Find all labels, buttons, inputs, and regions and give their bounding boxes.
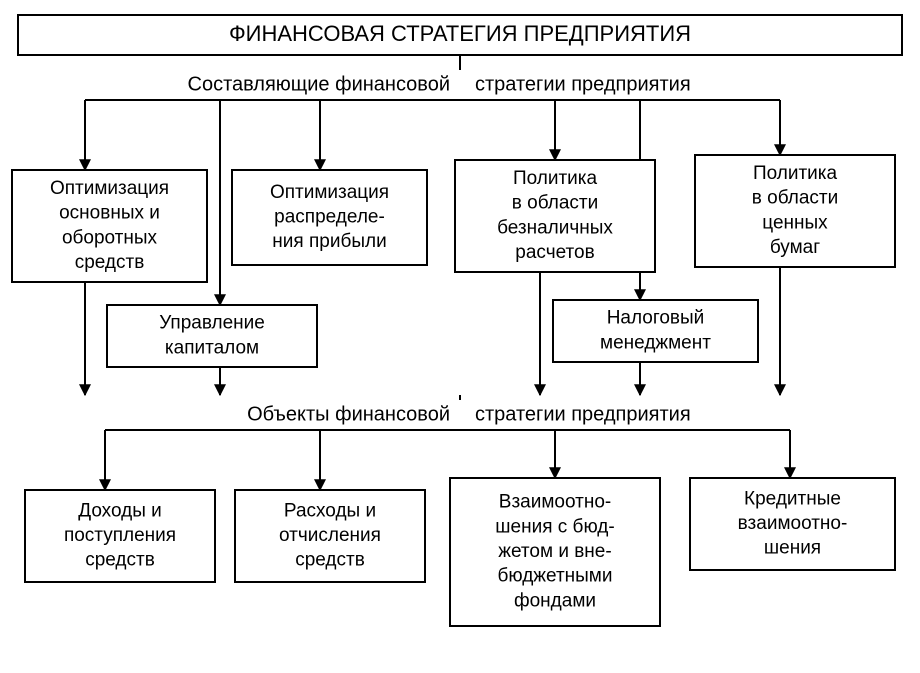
svg-text:ФИНАНСОВАЯ СТРАТЕГИЯ ПРЕДПРИЯТ: ФИНАНСОВАЯ СТРАТЕГИЯ ПРЕДПРИЯТИЯ xyxy=(229,21,691,46)
label-components_right: стратегии предприятия xyxy=(475,73,691,95)
node-obj4: Кредитныевзаимоотно-шения xyxy=(690,478,895,570)
node-comp4: Политикав областиценныхбумаг xyxy=(695,155,895,267)
node-comp5: Управлениекапиталом xyxy=(107,305,317,367)
svg-text:Оптимизацияраспределе-ния приб: Оптимизацияраспределе-ния прибыли xyxy=(270,182,389,252)
node-comp6: Налоговыйменеджмент xyxy=(553,300,758,362)
node-comp3: Политикав областибезналичныхрасчетов xyxy=(455,160,655,272)
financial-strategy-diagram: ФИНАНСОВАЯ СТРАТЕГИЯ ПРЕДПРИЯТИЯ Оптимиза… xyxy=(0,0,920,673)
node-obj2: Расходы иотчислениясредств xyxy=(235,490,425,582)
node-title: ФИНАНСОВАЯ СТРАТЕГИЯ ПРЕДПРИЯТИЯ xyxy=(18,15,902,55)
label-components_left: Составляющие финансовой xyxy=(188,73,450,95)
label-objects_left: Объекты финансовой xyxy=(247,403,450,425)
node-comp1: Оптимизацияосновных иоборотныхсредств xyxy=(12,170,207,282)
node-obj3: Взаимоотно-шения с бюд-жетом и вне-бюдже… xyxy=(450,478,660,626)
node-comp2: Оптимизацияраспределе-ния прибыли xyxy=(232,170,427,265)
label-objects_right: стратегии предприятия xyxy=(475,403,691,425)
node-obj1: Доходы ипоступлениясредств xyxy=(25,490,215,582)
